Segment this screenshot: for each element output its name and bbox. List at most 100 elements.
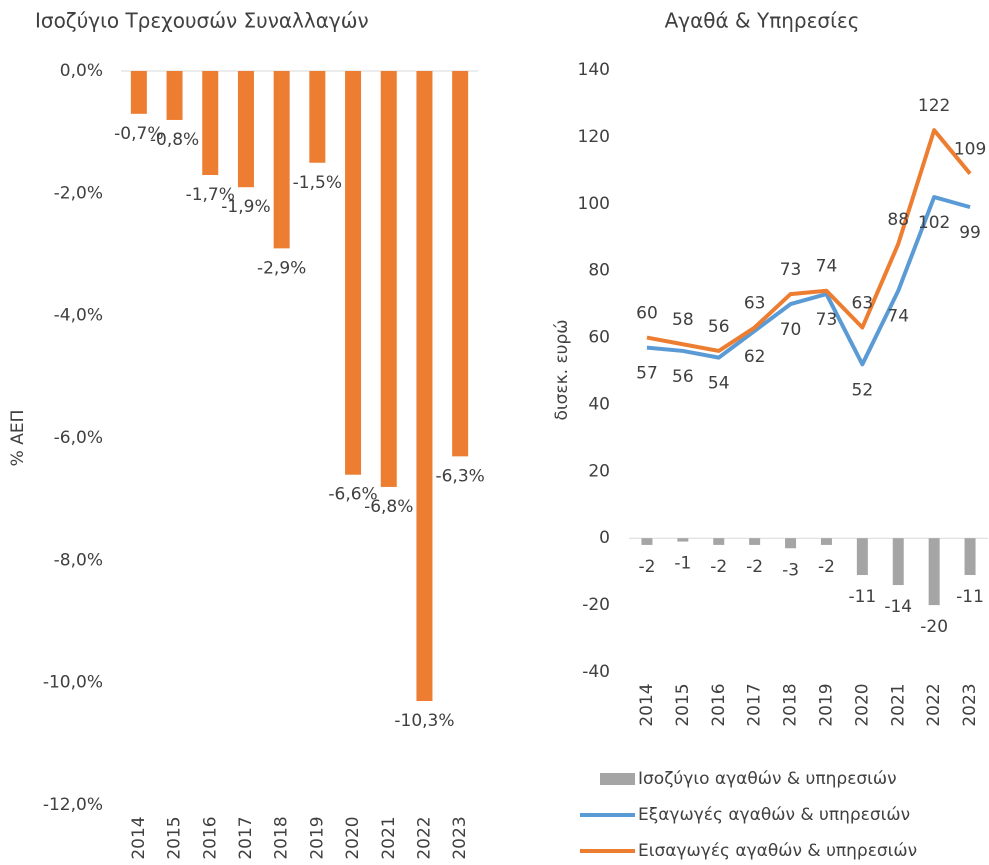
data-label: -1,7% [186,185,235,205]
x-tick-label: 2018 [272,816,292,859]
x-tick-label: 2014 [637,683,657,726]
x-tick-label: 2022 [924,683,944,726]
data-label: 109 [954,140,986,160]
y-tick-label: -10,0% [43,673,103,693]
x-tick-label: 2017 [236,816,256,859]
bar [677,538,689,542]
y-tick-label: 40 [588,394,610,414]
y-tick-label: 60 [588,328,610,348]
y-tick-label: -12,0% [43,795,103,815]
y-tick-label: -4,0% [54,306,103,326]
x-tick-label: 2015 [165,816,185,859]
x-tick-label: 2021 [379,816,399,859]
x-tick-label: 2015 [673,683,693,726]
data-label: 74 [816,257,838,277]
x-tick-label: 2018 [781,683,801,726]
bar [641,538,653,545]
data-label: 58 [672,310,694,330]
data-label: -6,8% [364,497,413,517]
chart-title: Αγαθά & Υπηρεσίες [665,9,860,33]
data-label: 60 [636,304,658,324]
bar [856,538,868,576]
data-label: -6,3% [435,466,484,486]
y-tick-label: 80 [588,261,610,281]
data-label: 70 [780,320,802,340]
bar [273,71,290,249]
bar [237,71,254,188]
x-tick-label: 2014 [129,816,149,859]
legend-label: Ισοζύγιο αγαθών & υπηρεσιών [638,769,897,789]
bar [928,538,940,606]
data-label: 99 [959,223,981,243]
data-label: -0,7% [114,124,163,144]
data-label: 73 [780,260,802,280]
data-label: 62 [744,347,766,367]
y-tick-label: -20 [582,595,610,615]
data-label: -6,6% [328,485,377,505]
data-label: -11 [956,587,984,607]
chart-title: Ισοζύγιο Τρεχουσών Συναλλαγών [35,9,369,33]
y-tick-label: 20 [588,461,610,481]
data-label: 56 [708,317,730,337]
y-tick-label: -8,0% [54,550,103,570]
data-label: -20 [920,617,948,637]
legend-label: Εξαγωγές αγαθών & υπηρεσιών [638,805,910,825]
x-tick-label: 2019 [307,816,327,859]
x-tick-label: 2023 [450,816,470,859]
bar [820,538,832,545]
x-tick-label: 2022 [414,816,434,859]
bar [785,538,797,549]
bar [749,538,761,545]
line [646,195,971,367]
data-label: -14 [884,597,912,617]
legend-label: Εισαγωγές αγαθών & υπηρεσιών [638,841,917,861]
data-label: 54 [708,374,730,394]
bar [345,71,362,475]
x-tick-label: 2019 [816,683,836,726]
bar [892,538,904,586]
x-tick-label: 2020 [852,683,872,726]
data-label: 74 [887,307,909,327]
line [646,128,972,353]
bar [964,538,976,576]
data-label: -1,5% [293,173,342,193]
y-tick-label: 120 [578,127,610,147]
x-tick-label: 2017 [745,683,765,726]
y-tick-label: 140 [578,60,610,80]
bar [130,71,147,114]
data-label: -3 [782,560,799,580]
data-label: -1,9% [221,197,270,217]
y-axis-label: % ΑΕΠ [8,410,28,467]
data-label: 102 [918,213,950,233]
legend-swatch [600,773,635,785]
y-tick-label: -6,0% [54,428,103,448]
x-tick-label: 2016 [200,816,220,859]
data-label: -2 [638,557,655,577]
bar [713,538,725,545]
bar [309,71,326,163]
data-label: 56 [672,367,694,387]
bar [380,71,397,487]
x-tick-label: 2020 [343,816,363,859]
y-tick-label: 100 [578,194,610,214]
x-tick-label: 2016 [709,683,729,726]
data-label: 88 [887,210,909,230]
data-label: -2 [746,557,763,577]
bar [202,71,219,175]
data-label: 52 [852,380,874,400]
data-label: -1 [674,554,691,574]
bar [452,71,469,457]
y-axis-label: δισεκ. ευρώ [552,320,572,421]
y-tick-label: 0,0% [60,61,103,81]
data-label: -0,8% [150,130,199,150]
bar [416,71,433,702]
y-tick-label: 0 [599,528,610,548]
y-tick-label: -40 [582,662,610,682]
data-label: 63 [852,294,874,314]
y-tick-label: -2,0% [54,183,103,203]
x-tick-label: 2023 [960,683,980,726]
x-tick-label: 2021 [888,683,908,726]
data-label: -11 [848,587,876,607]
bar [166,71,183,120]
